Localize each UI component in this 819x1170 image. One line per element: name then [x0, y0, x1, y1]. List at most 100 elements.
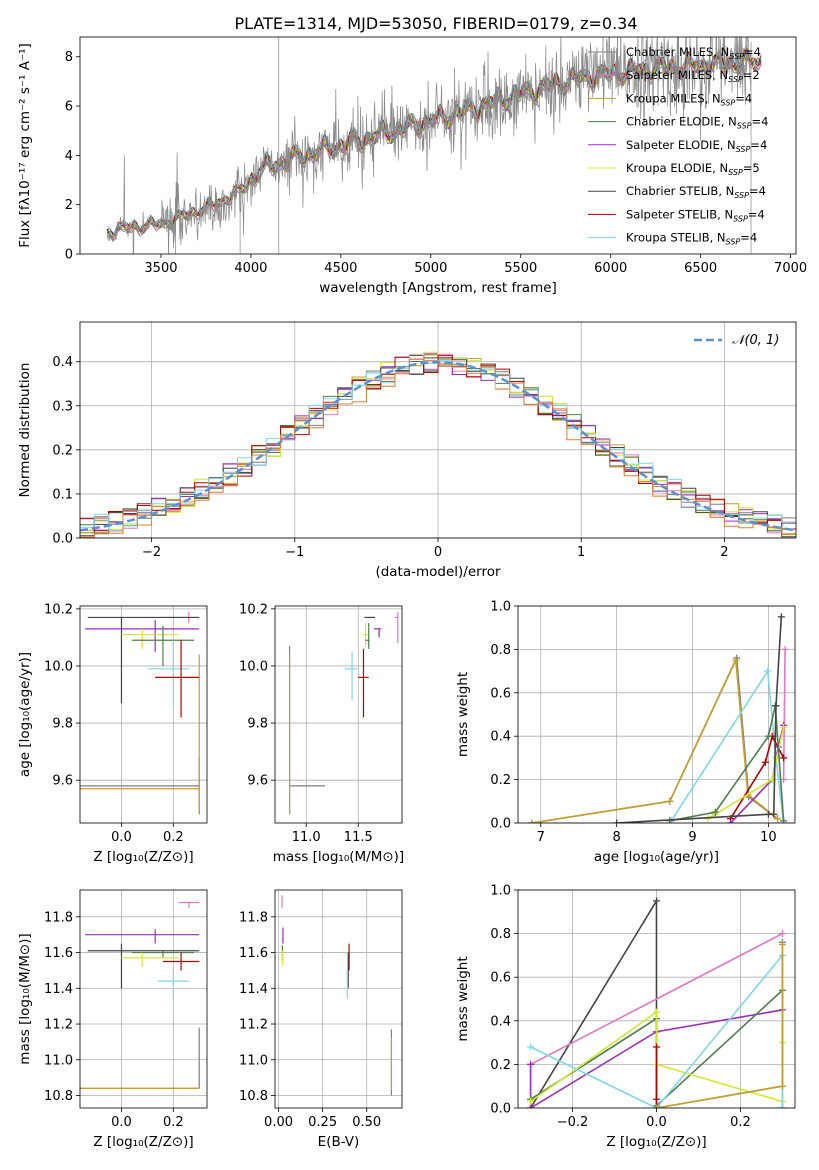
x-tick-label: 5000 [414, 261, 447, 276]
series-marker [528, 819, 536, 823]
errorbar-point [80, 654, 200, 815]
grid [275, 606, 402, 823]
errorbar-point [87, 616, 200, 704]
series-marker [527, 1097, 535, 1105]
figure-title: PLATE=1314, MJD=53050, FIBERID=0179, z=0… [234, 14, 637, 33]
observed-spectrum [106, 37, 752, 254]
legend-label: 𝒩(0, 1) [732, 333, 779, 348]
y-tick-label: 0.8 [490, 927, 511, 942]
x-tick-label: 7000 [774, 261, 807, 276]
y-tick-label: 0.4 [52, 355, 73, 370]
series-marker [780, 754, 788, 762]
series-marker [732, 656, 740, 664]
y-tick-label: 11.8 [44, 910, 73, 925]
x-axis-label: (data-model)/error [375, 564, 501, 580]
x-tick-label: 0.00 [264, 1115, 293, 1130]
x-tick-label: 6500 [684, 261, 717, 276]
y-tick-label: 0 [65, 248, 73, 263]
y-tick-label: 0.6 [490, 971, 511, 986]
series-marker [777, 613, 785, 621]
x-tick-label: 11.5 [344, 830, 373, 845]
plots-layer: 3500 4000 4500 5000 5500 6000 6500 7000 0 2 4 6 8 wav… [17, 36, 807, 1150]
y-tick-label: 10.8 [239, 1089, 268, 1104]
y-axis-label: Flux [fλ10⁻¹⁷ erg cm⁻² s⁻¹ A⁻¹] [17, 43, 33, 248]
y-tick-label: 11.6 [44, 946, 73, 961]
y-axis-label: mass weight [455, 956, 471, 1041]
x-tick-label: 0.0 [646, 1115, 667, 1130]
x-axis-label: wavelength [Angstrom, rest frame] [319, 280, 557, 296]
axes-frame [274, 889, 403, 1109]
y-tick-label: 1.0 [490, 884, 511, 899]
legend-entry: Salpeter STELIB, NSSP=4 [588, 207, 765, 223]
plot-area [528, 613, 789, 823]
series-marker [726, 819, 734, 823]
legend-label: Kroupa STELIB, NSSP=4 [626, 231, 757, 247]
errorbar-point [121, 628, 179, 649]
series-marker [653, 1043, 660, 1051]
axes-frame [274, 605, 403, 824]
axes-frame [79, 889, 208, 1109]
errorbar-point [121, 952, 179, 967]
errorbar-point [178, 901, 200, 908]
y-tick-label: 0.0 [490, 1102, 511, 1117]
legend-entry: Kroupa STELIB, NSSP=4 [588, 231, 757, 247]
x-axis-label: mass [log₁₀(M/M⊙)] [273, 849, 404, 865]
series-marker [778, 1082, 786, 1090]
grid [80, 890, 207, 1108]
plot-area [80, 611, 200, 815]
series-marker [613, 819, 621, 823]
series-marker [764, 667, 772, 675]
legend-label: Chabrier MILES, NSSP=4 [626, 45, 761, 61]
legend-label: Kroupa ELODIE, NSSP=5 [626, 161, 760, 177]
y-axis-label: mass [log₁₀(M/M⊙)] [17, 933, 33, 1064]
y-tick-label: 11.4 [44, 982, 73, 997]
x-tick-label: 2 [720, 545, 728, 560]
series-marker [780, 817, 788, 823]
y-tick-label: 0.2 [490, 1058, 511, 1073]
series-marker [711, 808, 719, 816]
errorbar-point [87, 943, 200, 989]
x-axis-label: Z [log₁₀(Z/Z⊙)] [606, 1134, 706, 1150]
y-tick-label: 6 [65, 100, 73, 115]
series-marker [761, 758, 769, 766]
panel-mass-weight-vs-age: 7 8 9 10 0.0 0.2 0.4 0.6 0.8 1.0 age [log₁₀(age/yr… [455, 600, 796, 865]
y-tick-label: 1.0 [490, 600, 511, 615]
plot-area [281, 895, 393, 1096]
x-tick-label: 4500 [324, 261, 357, 276]
errorbar-point [394, 611, 399, 644]
legend-entry: Kroupa MILES, NSSP=4 [588, 91, 752, 107]
series-marker [527, 1104, 535, 1108]
errorbar-point [358, 648, 369, 718]
y-tick-label: 10.0 [239, 659, 268, 674]
y-tick-label: 0.2 [52, 443, 73, 458]
series-marker [770, 810, 778, 818]
errorbar-point [157, 968, 189, 999]
x-axis-label: E(B-V) [318, 1134, 360, 1150]
y-tick-label: 10.0 [44, 659, 73, 674]
panel-spectrum: 3500 4000 4500 5000 5500 6000 6500 7000 0 2 4 6 8 wav… [17, 36, 807, 296]
mass-weight-series [670, 668, 785, 823]
y-tick-label: 0.8 [490, 643, 511, 658]
panel-mass-vs-Z: 0.0 0.2 10.8 11.0 11.2 11.4 11.6 11.8 Z [log₁₀(Z… [17, 889, 208, 1150]
legend-entry: Chabrier ELODIE, NSSP=4 [588, 115, 768, 131]
series-marker [781, 645, 789, 653]
plot-area [106, 37, 762, 254]
series-marker [778, 930, 786, 938]
y-tick-label: 10.2 [239, 602, 268, 617]
y-tick-label: 9.8 [52, 717, 73, 732]
plot-area [527, 897, 786, 1108]
x-tick-label: 0.25 [308, 1115, 337, 1130]
errorbar-point [147, 640, 189, 706]
x-tick-label: −1 [285, 545, 304, 560]
y-tick-label: 0.4 [490, 1014, 511, 1029]
grid [275, 890, 402, 1108]
legend-label: Chabrier STELIB, NSSP=4 [626, 184, 766, 200]
axes-frame [79, 605, 208, 824]
x-tick-label: 0.2 [163, 1115, 184, 1130]
x-tick-label: 8 [613, 830, 621, 845]
x-axis-label: Z [log₁₀(Z/Z⊙)] [93, 849, 193, 865]
panel-mass-weight-vs-Z: −0.2 0.0 0.2 0.0 0.2 0.4 0.6 0.8 1.0 Z [log₁₀(Z/Z… [455, 884, 796, 1150]
y-tick-label: 4 [65, 149, 73, 164]
y-tick-label: 9.6 [247, 774, 268, 789]
x-tick-label: 6000 [594, 261, 627, 276]
